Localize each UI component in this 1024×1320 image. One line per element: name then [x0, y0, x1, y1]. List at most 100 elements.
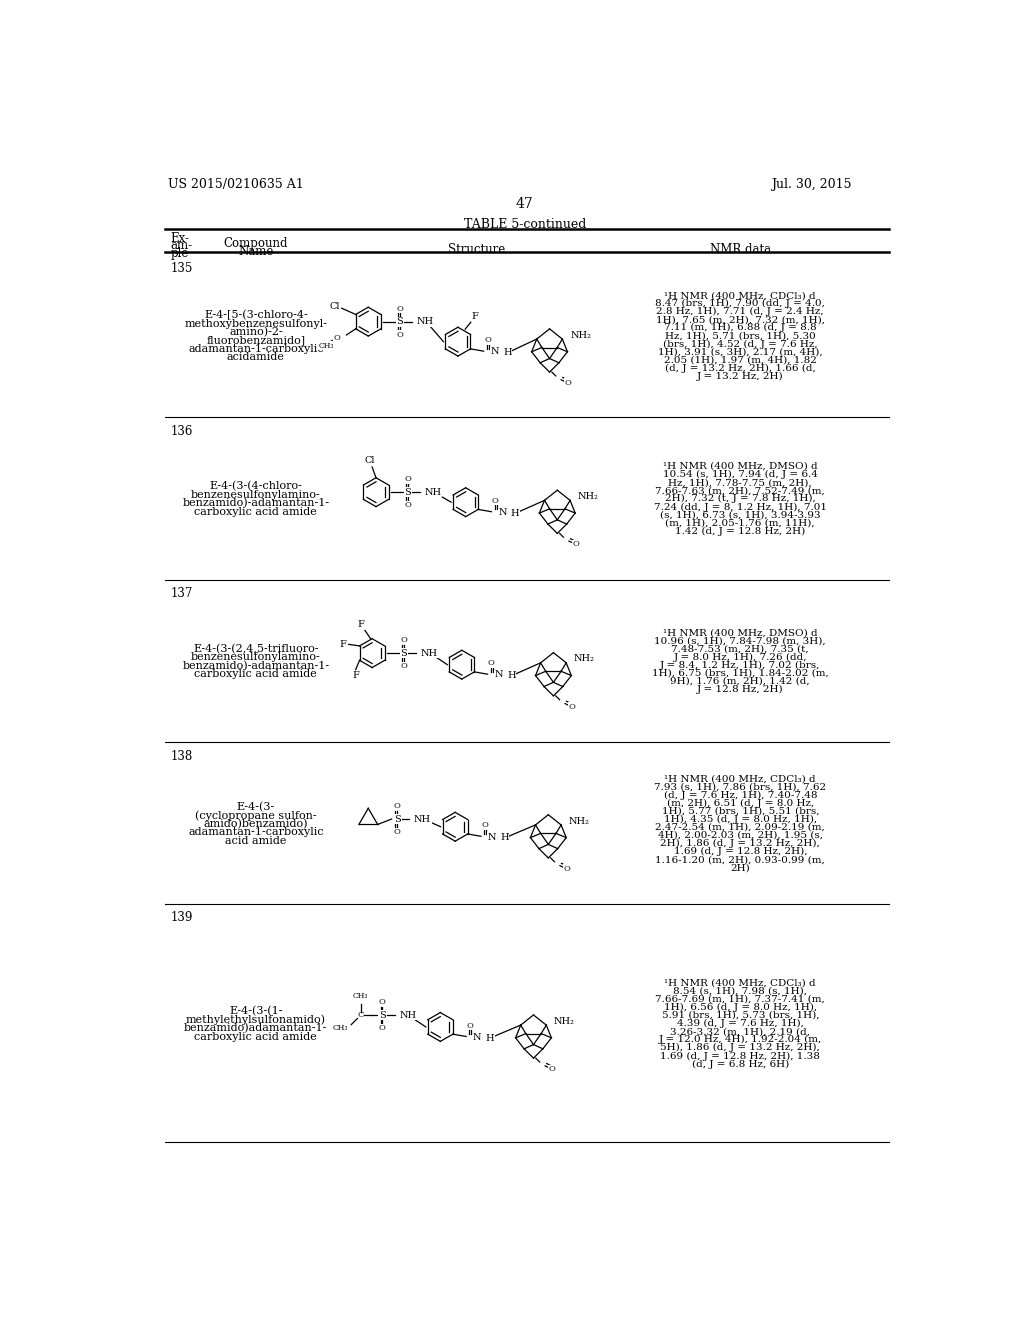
Text: NH₂: NH₂ — [569, 817, 590, 825]
Text: Jul. 30, 2015: Jul. 30, 2015 — [771, 178, 852, 190]
Text: Compound: Compound — [223, 238, 288, 249]
Text: 10.96 (s, 1H), 7.84-7.98 (m, 3H),: 10.96 (s, 1H), 7.84-7.98 (m, 3H), — [654, 636, 826, 645]
Text: J = 13.2 Hz, 2H): J = 13.2 Hz, 2H) — [697, 372, 783, 381]
Text: O: O — [393, 828, 400, 836]
Text: S: S — [379, 1011, 386, 1020]
Text: 1.42 (d, J = 12.8 Hz, 2H): 1.42 (d, J = 12.8 Hz, 2H) — [675, 527, 805, 536]
Text: S: S — [404, 487, 411, 496]
Text: adamantan-1-carboxylic: adamantan-1-carboxylic — [188, 345, 324, 354]
Text: H: H — [511, 508, 519, 517]
Text: (m, 2H), 6.51 (d, J = 8.0 Hz,: (m, 2H), 6.51 (d, J = 8.0 Hz, — [667, 799, 814, 808]
Text: NH: NH — [414, 814, 431, 824]
Text: O: O — [379, 998, 386, 1006]
Text: 138: 138 — [171, 750, 193, 763]
Text: 47: 47 — [516, 197, 534, 211]
Text: NH: NH — [425, 487, 441, 496]
Text: amido)benzamido): amido)benzamido) — [204, 818, 308, 829]
Text: 1H), 6.56 (d, J = 8.0 Hz, 1H),: 1H), 6.56 (d, J = 8.0 Hz, 1H), — [664, 1003, 817, 1012]
Text: carboxylic acid amide: carboxylic acid amide — [195, 1032, 317, 1041]
Text: 135: 135 — [171, 261, 193, 275]
Text: O: O — [484, 337, 490, 345]
Text: 1H), 4.35 (d, J = 8.0 Hz, 1H),: 1H), 4.35 (d, J = 8.0 Hz, 1H), — [664, 814, 817, 824]
Text: 7.24 (dd, J = 8, 1.2 Hz, 1H), 7.01: 7.24 (dd, J = 8, 1.2 Hz, 1H), 7.01 — [653, 503, 826, 512]
Text: O: O — [400, 636, 408, 644]
Text: am-: am- — [171, 239, 193, 252]
Text: 7.48-7.53 (m, 2H), 7.35 (t,: 7.48-7.53 (m, 2H), 7.35 (t, — [672, 644, 809, 653]
Text: O: O — [379, 1024, 386, 1032]
Text: O: O — [492, 496, 499, 506]
Text: 137: 137 — [171, 587, 193, 601]
Text: 8.47 (brs, 1H), 7.90 (dd, J = 4.0,: 8.47 (brs, 1H), 7.90 (dd, J = 4.0, — [655, 300, 825, 309]
Text: NH₂: NH₂ — [578, 492, 599, 502]
Text: J = 12.0 Hz, 4H), 1.92-2.04 (m,: J = 12.0 Hz, 4H), 1.92-2.04 (m, — [658, 1035, 822, 1044]
Text: US 2015/0210635 A1: US 2015/0210635 A1 — [168, 178, 304, 190]
Text: N: N — [499, 508, 507, 517]
Text: NH₂: NH₂ — [554, 1016, 574, 1026]
Text: 2H): 2H) — [730, 863, 751, 873]
Text: 139: 139 — [171, 911, 193, 924]
Text: 4.39 (d, J = 7.6 Hz, 1H),: 4.39 (d, J = 7.6 Hz, 1H), — [677, 1019, 804, 1028]
Text: Ex-: Ex- — [171, 231, 189, 244]
Text: S: S — [400, 648, 408, 657]
Text: O: O — [393, 803, 400, 810]
Text: O: O — [396, 331, 403, 339]
Text: O: O — [334, 334, 341, 342]
Text: CH₃: CH₃ — [353, 993, 369, 1001]
Text: E-4-(3-(2,4,5-trifluoro-: E-4-(3-(2,4,5-trifluoro- — [194, 644, 318, 655]
Text: O: O — [572, 540, 580, 548]
Text: 2.8 Hz, 1H), 7.71 (d, J = 2.4 Hz,: 2.8 Hz, 1H), 7.71 (d, J = 2.4 Hz, — [656, 308, 824, 317]
Text: 5H), 1.86 (d, J = 13.2 Hz, 2H),: 5H), 1.86 (d, J = 13.2 Hz, 2H), — [660, 1043, 820, 1052]
Text: NH: NH — [417, 317, 434, 326]
Text: E-4-(3-(4-chloro-: E-4-(3-(4-chloro- — [210, 482, 302, 492]
Text: O: O — [481, 821, 488, 829]
Text: O: O — [563, 865, 570, 873]
Text: F: F — [352, 672, 359, 680]
Text: S: S — [396, 317, 403, 326]
Text: 4H), 2.00-2.03 (m, 2H), 1.95 (s,: 4H), 2.00-2.03 (m, 2H), 1.95 (s, — [657, 832, 822, 840]
Text: adamantan-1-carboxylic: adamantan-1-carboxylic — [188, 828, 324, 837]
Text: O: O — [467, 1022, 473, 1030]
Text: (d, J = 6.8 Hz, 6H): (d, J = 6.8 Hz, 6H) — [691, 1060, 788, 1069]
Text: NH₂: NH₂ — [574, 655, 595, 664]
Text: NMR data: NMR data — [710, 243, 771, 256]
Text: ¹H NMR (400 MHz, CDCl₃) d: ¹H NMR (400 MHz, CDCl₃) d — [665, 978, 816, 987]
Text: 9H), 1.76 (m, 2H), 1.42 (d,: 9H), 1.76 (m, 2H), 1.42 (d, — [671, 677, 810, 686]
Text: J = 8.0 Hz, 1H), 7.26 (dd,: J = 8.0 Hz, 1H), 7.26 (dd, — [674, 653, 807, 661]
Text: 1H), 5.77 (brs, 1H), 5.51 (brs,: 1H), 5.77 (brs, 1H), 5.51 (brs, — [662, 807, 819, 816]
Text: NH₂: NH₂ — [570, 331, 591, 339]
Text: O: O — [549, 1065, 556, 1073]
Text: J = 12.8 Hz, 2H): J = 12.8 Hz, 2H) — [697, 685, 783, 694]
Text: TABLE 5-continued: TABLE 5-continued — [464, 218, 586, 231]
Text: benzamido)adamantan-1-: benzamido)adamantan-1- — [184, 1023, 328, 1034]
Text: methoxybenzenesulfonyl-: methoxybenzenesulfonyl- — [184, 318, 328, 329]
Text: 3.26-3.32 (m, 1H), 2.19 (d,: 3.26-3.32 (m, 1H), 2.19 (d, — [671, 1027, 810, 1036]
Text: 1.69 (d, J = 12.8 Hz, 2H), 1.38: 1.69 (d, J = 12.8 Hz, 2H), 1.38 — [660, 1052, 820, 1060]
Text: O: O — [400, 663, 408, 671]
Text: carboxylic acid amide: carboxylic acid amide — [195, 669, 317, 680]
Text: 2H), 7.32 (t, J = 7.8 Hz, 1H),: 2H), 7.32 (t, J = 7.8 Hz, 1H), — [665, 494, 816, 503]
Text: O: O — [396, 305, 403, 313]
Text: O: O — [488, 660, 495, 668]
Text: benzenesulfonylamino-: benzenesulfonylamino- — [191, 652, 321, 663]
Text: acidamide: acidamide — [227, 352, 285, 363]
Text: 1H), 7.65 (m, 2H), 7.32 (m, 1H),: 1H), 7.65 (m, 2H), 7.32 (m, 1H), — [655, 315, 824, 325]
Text: 7.11 (m, 1H), 6.88 (d, J = 8.8: 7.11 (m, 1H), 6.88 (d, J = 8.8 — [664, 323, 816, 333]
Text: Hz, 1H), 5.71 (brs, 1H), 5.30: Hz, 1H), 5.71 (brs, 1H), 5.30 — [665, 331, 816, 341]
Text: ¹H NMR (400 MHz, DMSO) d: ¹H NMR (400 MHz, DMSO) d — [663, 462, 817, 471]
Text: ple: ple — [171, 247, 189, 260]
Text: 1.16-1.20 (m, 2H), 0.93-0.99 (m,: 1.16-1.20 (m, 2H), 0.93-0.99 (m, — [655, 855, 825, 865]
Text: CH₃: CH₃ — [333, 1024, 348, 1032]
Text: H: H — [501, 833, 509, 842]
Text: (d, J = 13.2 Hz, 2H), 1.66 (d,: (d, J = 13.2 Hz, 2H), 1.66 (d, — [665, 364, 816, 374]
Text: NH: NH — [421, 648, 438, 657]
Text: benzenesulfonylamino-: benzenesulfonylamino- — [191, 490, 321, 500]
Text: J = 8.4, 1.2 Hz, 1H), 7.02 (brs,: J = 8.4, 1.2 Hz, 1H), 7.02 (brs, — [660, 661, 820, 671]
Text: Hz, 1H), 7.78-7.75 (m, 2H),: Hz, 1H), 7.78-7.75 (m, 2H), — [669, 478, 812, 487]
Text: O: O — [404, 475, 411, 483]
Text: S: S — [393, 814, 400, 824]
Text: (m, 1H), 2.05-1.76 (m, 11H),: (m, 1H), 2.05-1.76 (m, 11H), — [666, 519, 815, 528]
Text: 7.66-7.63 (m, 2H), 7.52-7.49 (m,: 7.66-7.63 (m, 2H), 7.52-7.49 (m, — [655, 486, 825, 495]
Text: 2.47-2.54 (m, 1H), 2.09-2.19 (m,: 2.47-2.54 (m, 1H), 2.09-2.19 (m, — [655, 822, 825, 832]
Text: F: F — [471, 313, 478, 321]
Text: Cl: Cl — [330, 302, 340, 312]
